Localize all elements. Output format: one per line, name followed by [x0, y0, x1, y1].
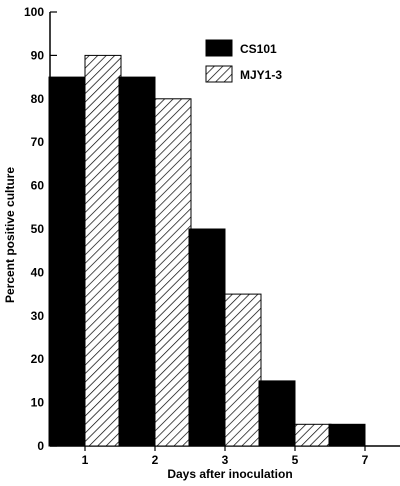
legend-label-cs101: CS101: [240, 42, 277, 56]
y-tick-label: 90: [31, 48, 45, 62]
x-tick-label: 1: [82, 453, 89, 467]
y-tick-label: 70: [31, 135, 45, 149]
bar-cs101-2: [118, 76, 156, 447]
y-tick-label: 30: [31, 309, 45, 323]
x-tick-label: 2: [152, 453, 159, 467]
legend-swatch-mjy1-3: [205, 65, 233, 83]
y-tick-label: 100: [24, 5, 44, 19]
y-tick-label: 0: [37, 439, 44, 453]
legend-label-mjy1-3: MJY1-3: [240, 68, 282, 82]
y-axis-title: Percent positive culture: [3, 167, 17, 303]
y-tick-label: 80: [31, 92, 45, 106]
bar-cs101-3: [188, 228, 226, 447]
bar-mjy1-3-3: [224, 293, 262, 447]
bars: [48, 54, 366, 447]
x-tick-label: 3: [222, 453, 229, 467]
bar-mjy1-3-5: [294, 423, 332, 447]
y-tick-label: 50: [31, 222, 45, 236]
legend-swatch-cs101: [205, 39, 233, 57]
legend: CS101 MJY1-3: [205, 39, 282, 83]
y-tick-label: 10: [31, 396, 45, 410]
bar-cs101-7: [328, 423, 366, 447]
y-tick-label: 20: [31, 352, 45, 366]
x-axis-title: Days after inoculation: [167, 467, 292, 481]
y-tick-label: 40: [31, 265, 45, 279]
x-tick-label: 5: [292, 453, 299, 467]
bar-cs101-1: [48, 76, 86, 447]
y-tick-label: 60: [31, 179, 45, 193]
bar-cs101-5: [258, 380, 296, 447]
bar-mjy1-3-1: [84, 54, 122, 447]
bar-mjy1-3-2: [154, 98, 192, 447]
x-tick-label: 7: [362, 453, 369, 467]
